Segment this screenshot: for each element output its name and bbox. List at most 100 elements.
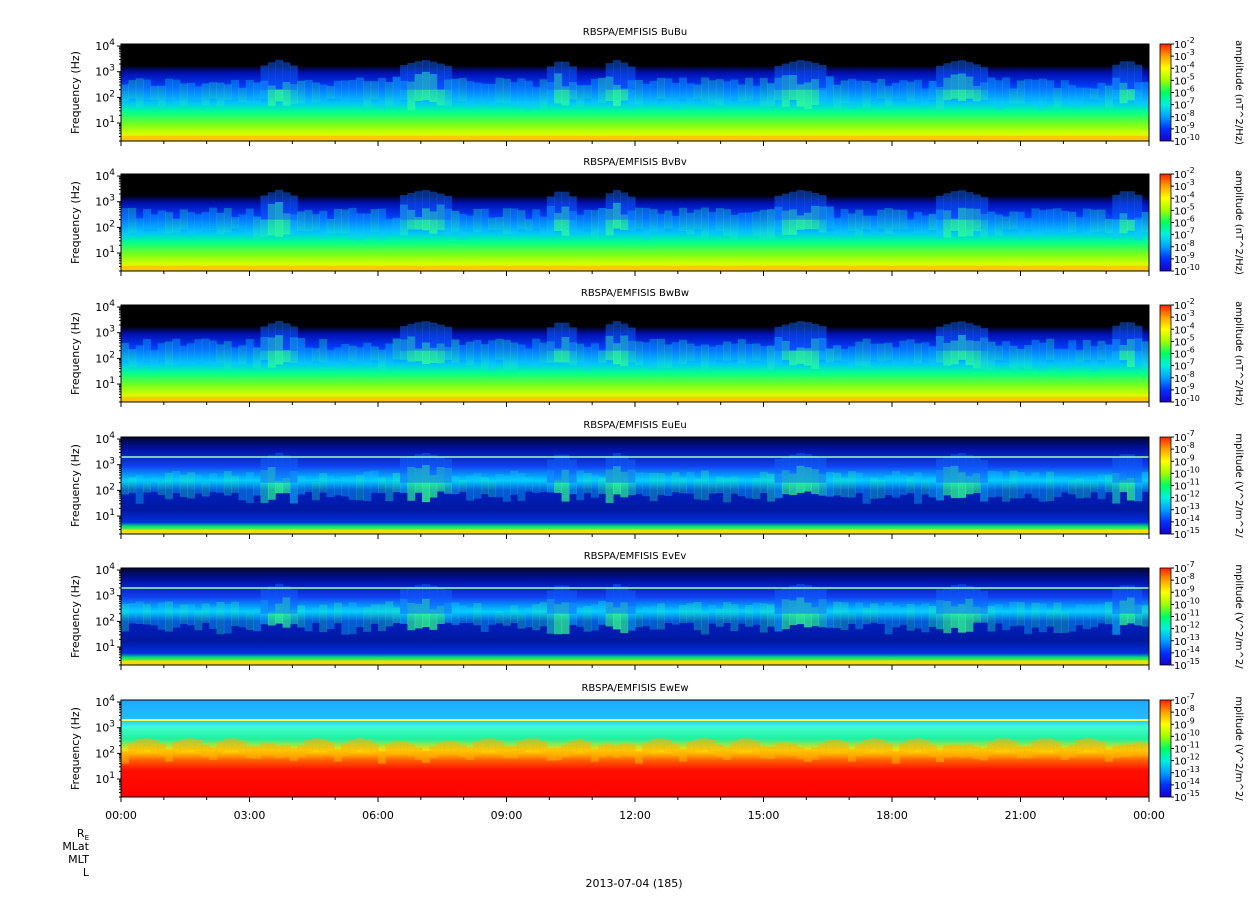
hiss-column [825, 739, 834, 753]
y-tick-label: 102 [95, 745, 115, 760]
wave-column [1016, 471, 1025, 499]
wave-column [987, 470, 996, 498]
colorbar-tick-label: 10-10 [1174, 465, 1200, 480]
hiss-column [1038, 738, 1047, 751]
wave-column [363, 471, 372, 502]
wave-column [803, 602, 812, 628]
wave-column [1104, 601, 1113, 625]
wave-column [355, 607, 364, 628]
wave-column [759, 346, 768, 363]
wave-column [833, 217, 842, 237]
chorus-column [781, 193, 790, 220]
wave-column [253, 608, 262, 632]
wave-column [319, 84, 328, 102]
wave-column [620, 602, 629, 634]
wave-column [847, 213, 856, 231]
wave-column [686, 343, 695, 362]
wave-column [554, 348, 563, 363]
wave-column [172, 79, 181, 104]
x-tick-label: 18:00 [876, 809, 908, 822]
hiss-column [745, 738, 754, 751]
chorus-column [289, 65, 298, 90]
colorbar: 10-710-810-910-1010-1110-1210-1310-1410-… [1159, 429, 1244, 541]
chorus-column [554, 322, 563, 351]
wave-column [855, 341, 864, 366]
wave-column [187, 343, 196, 365]
wave-column [745, 605, 754, 627]
wave-column [899, 210, 908, 230]
wave-column [649, 472, 658, 502]
wave-column [355, 77, 364, 101]
colorbar-tick-label: 10-7 [1174, 560, 1195, 575]
colorbar-tick-label: 10-11 [1174, 609, 1200, 624]
wave-column [378, 349, 386, 372]
chorus-column [781, 324, 790, 351]
wave-column [392, 76, 401, 106]
hiss-column [803, 749, 812, 762]
colorbar-tick-label: 10-13 [1174, 502, 1200, 517]
wave-column [517, 473, 526, 501]
hiss-column [605, 743, 614, 756]
wave-column [561, 86, 570, 106]
wave-column [635, 207, 643, 229]
wave-column [752, 343, 761, 361]
chorus-column [546, 196, 555, 220]
wave-column [693, 602, 702, 631]
wave-column [1002, 216, 1011, 230]
chorus-column [289, 326, 298, 351]
chorus-column [936, 589, 944, 614]
wave-column [892, 605, 900, 628]
chorus-column [789, 191, 798, 220]
wave-column [811, 79, 820, 105]
chorus-column [422, 321, 430, 351]
wave-column [1126, 477, 1135, 501]
wave-column [480, 83, 489, 102]
wave-column [157, 85, 166, 107]
hiss-column [892, 751, 900, 764]
hiss-column [767, 746, 776, 759]
wave-column [143, 339, 151, 362]
wave-column [1090, 346, 1099, 372]
wave-column [179, 83, 188, 106]
wave-column [708, 346, 717, 364]
wave-column [238, 611, 247, 628]
y-tick-label: 102 [95, 482, 115, 497]
wave-column [723, 341, 732, 361]
chorus-column [1119, 322, 1128, 351]
colorbar-tick-label: 10-4 [1174, 190, 1195, 205]
wave-column [488, 340, 497, 371]
wave-column [943, 210, 952, 238]
hiss-column [165, 749, 173, 762]
y-tick-label: 104 [95, 38, 115, 53]
date-label: 2013-07-04 (185) [585, 877, 682, 890]
y-tick-label: 104 [95, 299, 115, 314]
wave-column [825, 206, 834, 229]
hiss-column [847, 749, 856, 762]
chorus-column [612, 60, 621, 90]
wave-column [121, 481, 129, 495]
wave-column [950, 218, 959, 231]
hiss-column [987, 741, 996, 754]
wave-column [840, 477, 849, 498]
y-tick-label: 102 [95, 219, 115, 234]
hiss-column [1016, 746, 1025, 759]
chorus-column [275, 320, 284, 351]
chorus-column [414, 585, 423, 614]
wave-column [201, 481, 210, 497]
wave-column [811, 607, 820, 627]
wave-column [209, 207, 218, 230]
chorus-column [407, 62, 416, 90]
wave-column [333, 209, 342, 233]
chorus-column [605, 456, 614, 483]
wave-column [884, 208, 893, 235]
wave-column [466, 607, 475, 623]
y-tick-label: 101 [95, 639, 115, 654]
y-tick-label: 102 [95, 350, 115, 365]
wave-column [157, 210, 166, 235]
wave-column [135, 218, 144, 238]
wave-column [517, 210, 526, 230]
wave-column [928, 477, 937, 498]
wave-column [128, 603, 137, 624]
chorus-column [796, 190, 805, 220]
wave-column [1009, 345, 1018, 370]
